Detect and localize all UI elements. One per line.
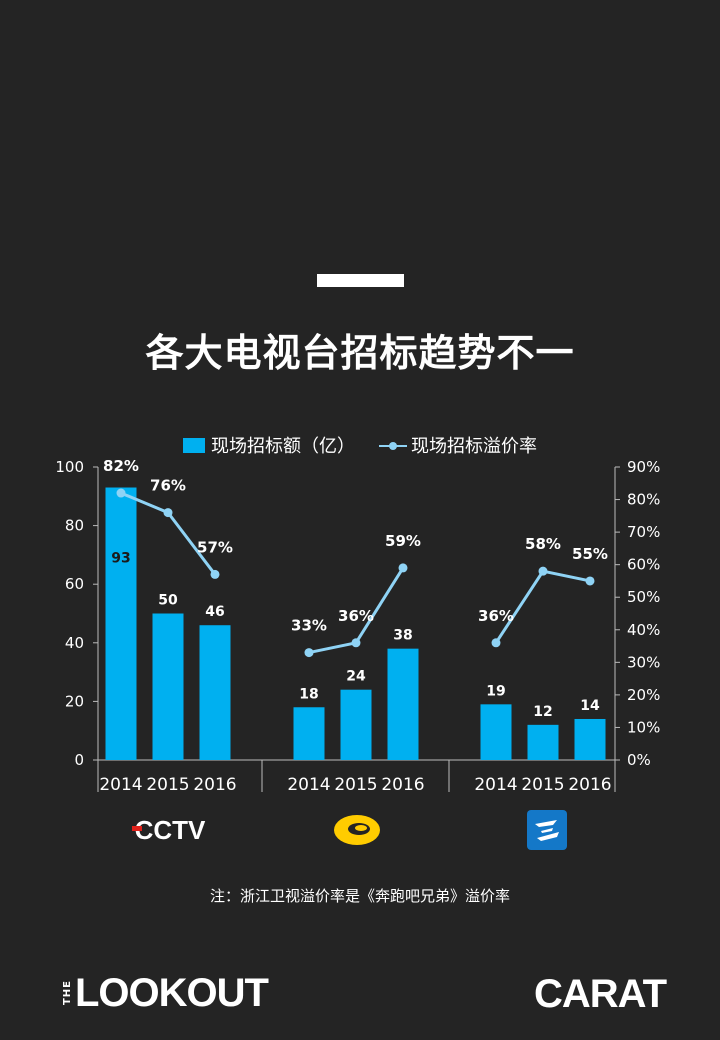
legend-line-swatch	[379, 438, 407, 453]
rate-value-label: 33%	[291, 617, 327, 635]
combo-chart: 0 20 40 60 80 100 0% 10% 20% 30% 40% 50% 60% 70% 80% 90…	[55, 457, 660, 795]
cctv-logo-icon: CCTV	[132, 815, 206, 844]
bar-value-label: 19	[486, 683, 505, 699]
y-tick-label: 40	[65, 634, 84, 652]
page-title: 各大电视台招标趋势不一	[145, 331, 575, 375]
legend-item-bar: 现场招标额（亿）	[183, 432, 355, 458]
y2-tick-label: 40%	[627, 621, 660, 639]
x-tick-label: 2016	[193, 775, 236, 795]
x-tick-label: 2015	[521, 775, 564, 795]
zhejiang-tv-logo-icon	[527, 810, 567, 850]
cctv-logo-accent	[132, 826, 142, 831]
bar-value-label: 46	[205, 604, 224, 620]
y-tick-label: 80	[65, 517, 84, 535]
bar-value-label: 14	[580, 698, 600, 714]
y-tick-label: 100	[55, 458, 84, 476]
x-tick-label: 2015	[334, 775, 377, 795]
bar	[387, 648, 419, 760]
bar	[480, 704, 512, 760]
hunan-tv-logo-icon	[334, 815, 380, 845]
y2-tick-label: 60%	[627, 556, 660, 574]
footnote: 注：浙江卫视溢价率是《奔跑吧兄弟》溢价率	[209, 887, 510, 905]
y-tick-label: 0	[74, 751, 84, 769]
bar	[293, 707, 325, 760]
rate-value-label: 59%	[385, 532, 421, 550]
bar	[152, 613, 184, 760]
cctv-logo-text: CCTV	[135, 815, 206, 844]
rate-value-label: 36%	[478, 607, 514, 625]
bar-value-label: 12	[533, 704, 552, 720]
legend-line-label: 现场招标溢价率	[411, 436, 537, 457]
rate-point	[163, 508, 173, 518]
title-decoration-bar	[317, 274, 404, 287]
rate-value-label: 55%	[572, 545, 608, 563]
bar-value-label: 18	[299, 686, 318, 702]
y2-tick-label: 90%	[627, 458, 660, 476]
bar	[105, 487, 137, 760]
y2-tick-label: 80%	[627, 491, 660, 509]
legend-bar-label: 现场招标额（亿）	[211, 436, 355, 457]
y2-tick-label: 30%	[627, 653, 660, 671]
rate-point	[398, 563, 408, 573]
y2-tick-label: 70%	[627, 523, 660, 541]
bar	[574, 718, 606, 760]
rate-value-label: 57%	[197, 538, 233, 556]
x-tick-label: 2014	[474, 775, 517, 795]
rate-point	[538, 566, 548, 576]
rate-point	[304, 648, 314, 658]
carat-logo: CARAT	[533, 972, 667, 1016]
rate-point	[116, 488, 126, 498]
rate-point	[351, 638, 361, 648]
bar-value-label: 24	[346, 669, 366, 685]
y2-tick-label: 20%	[627, 686, 660, 704]
y-tick-label: 20	[65, 692, 84, 710]
x-tick-label: 2015	[146, 775, 189, 795]
rate-point	[585, 576, 595, 586]
x-tick-label: 2014	[287, 775, 330, 795]
rate-value-label: 76%	[150, 477, 186, 495]
bar-value-label: 38	[393, 628, 412, 644]
rate-value-label: 82%	[103, 457, 139, 475]
bar-value-label: 93	[111, 551, 130, 567]
y2-tick-label: 10%	[627, 718, 660, 736]
bar	[199, 625, 231, 760]
lookout-logo: THE LOOKOUT	[62, 970, 269, 1015]
bar-value-label: 50	[158, 593, 178, 609]
rate-value-label: 36%	[338, 607, 374, 625]
x-tick-label: 2016	[381, 775, 424, 795]
bar	[340, 689, 372, 760]
rate-value-label: 58%	[525, 535, 561, 553]
chart-legend: 现场招标额（亿） 现场招标溢价率	[0, 432, 720, 458]
y-tick-label: 60	[65, 575, 84, 593]
x-tick-label: 2014	[99, 775, 142, 795]
legend-bar-swatch	[183, 437, 205, 453]
x-tick-label: 2016	[568, 775, 611, 795]
y2-tick-label: 0%	[627, 751, 651, 769]
lookout-logo-the: THE	[62, 980, 73, 1006]
bar	[527, 724, 559, 760]
legend-item-line: 现场招标溢价率	[379, 432, 537, 458]
rate-point	[491, 638, 501, 648]
y2-tick-label: 50%	[627, 588, 660, 606]
rate-point	[210, 569, 220, 579]
lookout-logo-word: LOOKOUT	[75, 970, 269, 1015]
